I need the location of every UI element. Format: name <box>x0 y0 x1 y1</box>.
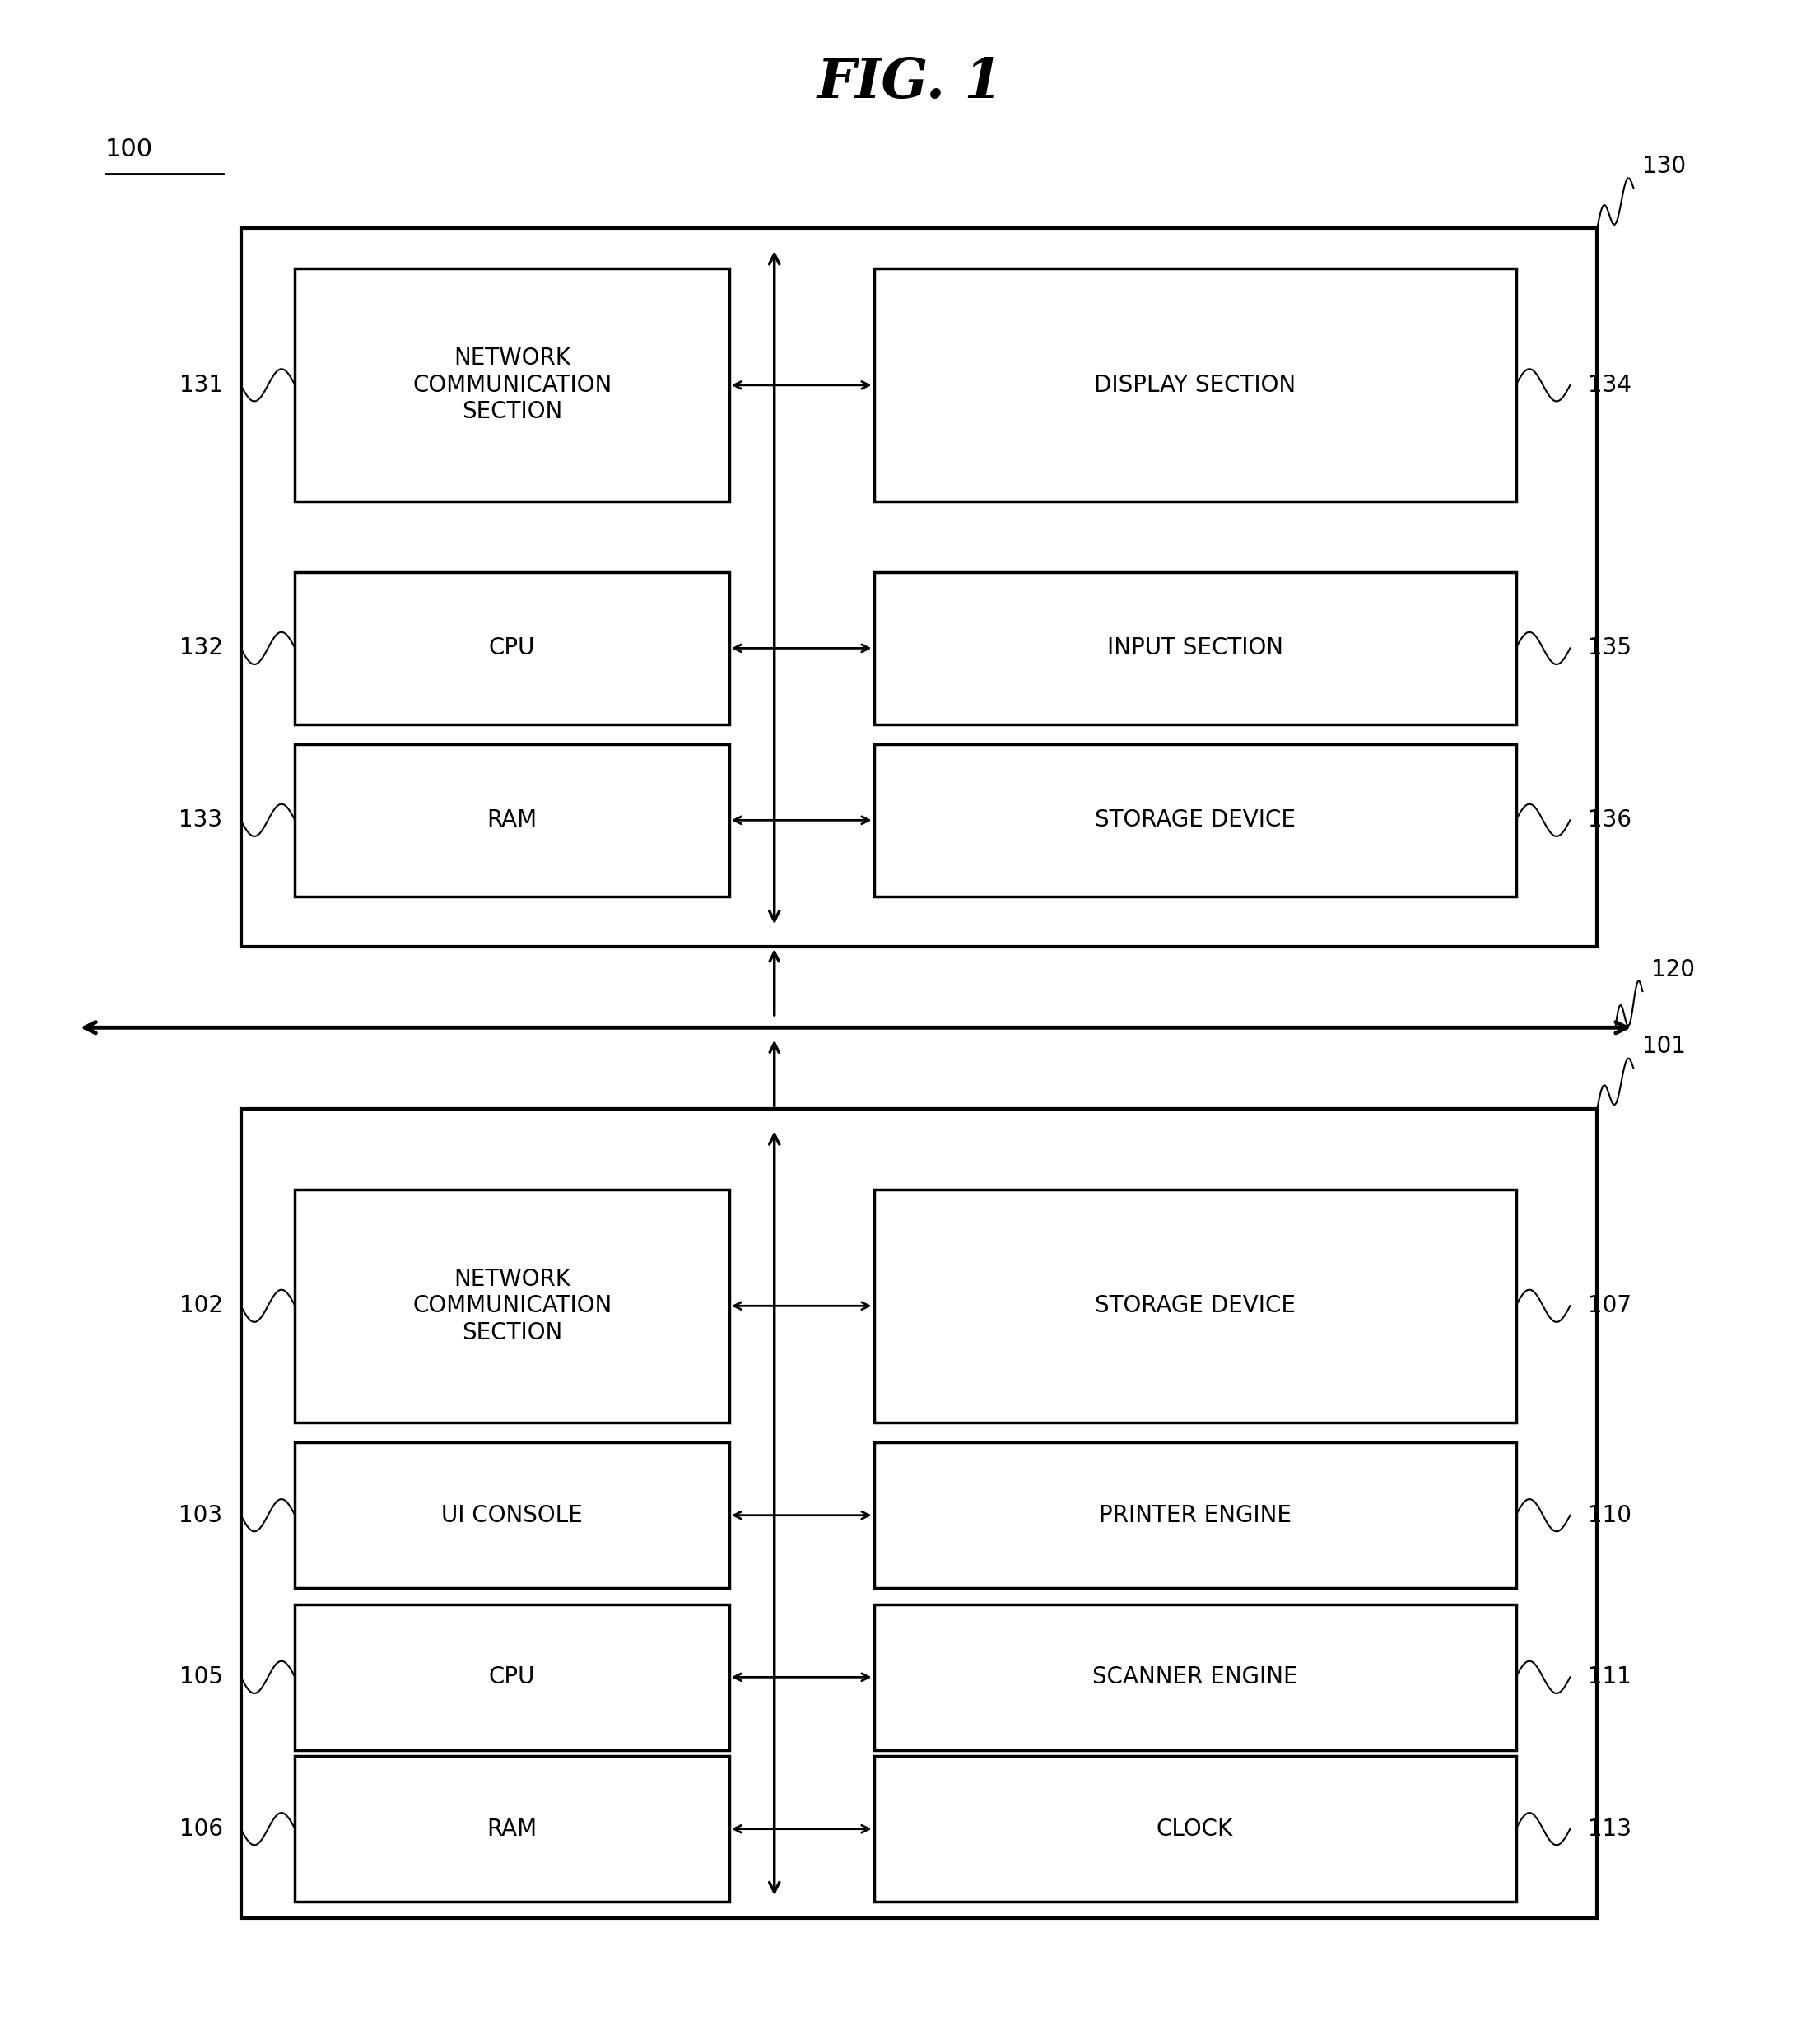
Text: 103: 103 <box>178 1504 222 1526</box>
Text: 120: 120 <box>1651 958 1694 981</box>
Text: 100: 100 <box>106 136 153 161</box>
Bar <box>295 269 730 501</box>
Bar <box>295 1190 730 1422</box>
Text: 110: 110 <box>1589 1504 1633 1526</box>
Text: 105: 105 <box>178 1667 222 1689</box>
Bar <box>874 1756 1516 1903</box>
Text: 131: 131 <box>178 374 222 397</box>
Bar <box>874 745 1516 895</box>
Text: RAM: RAM <box>488 1817 537 1840</box>
Text: 135: 135 <box>1589 637 1633 659</box>
Bar <box>295 1756 730 1903</box>
Text: FIG. 1: FIG. 1 <box>817 57 1003 110</box>
Text: 113: 113 <box>1589 1817 1633 1840</box>
Text: 132: 132 <box>178 637 222 659</box>
Text: 107: 107 <box>1589 1294 1633 1317</box>
Bar <box>240 228 1598 946</box>
Bar <box>874 1443 1516 1587</box>
Text: 136: 136 <box>1589 808 1633 832</box>
Text: NETWORK
COMMUNICATION
SECTION: NETWORK COMMUNICATION SECTION <box>413 346 612 423</box>
Text: RAM: RAM <box>488 808 537 832</box>
Bar <box>874 1604 1516 1750</box>
Bar <box>874 269 1516 501</box>
Text: DISPLAY SECTION: DISPLAY SECTION <box>1094 374 1296 397</box>
Bar <box>240 1109 1598 1917</box>
Text: 102: 102 <box>178 1294 222 1317</box>
Text: 111: 111 <box>1589 1667 1633 1689</box>
Text: UI CONSOLE: UI CONSOLE <box>442 1504 582 1526</box>
Bar <box>874 1190 1516 1422</box>
Text: STORAGE DEVICE: STORAGE DEVICE <box>1094 808 1296 832</box>
Text: INPUT SECTION: INPUT SECTION <box>1107 637 1283 659</box>
Text: 134: 134 <box>1589 374 1633 397</box>
Bar <box>295 1443 730 1587</box>
Text: 106: 106 <box>178 1817 222 1840</box>
Text: STORAGE DEVICE: STORAGE DEVICE <box>1094 1294 1296 1317</box>
Bar <box>295 745 730 895</box>
Text: CLOCK: CLOCK <box>1156 1817 1234 1840</box>
Bar <box>295 1604 730 1750</box>
Text: CPU: CPU <box>490 1667 535 1689</box>
Text: 130: 130 <box>1642 155 1685 177</box>
Bar <box>295 572 730 724</box>
Text: 101: 101 <box>1642 1036 1685 1058</box>
Text: PRINTER ENGINE: PRINTER ENGINE <box>1099 1504 1290 1526</box>
Text: CPU: CPU <box>490 637 535 659</box>
Text: NETWORK
COMMUNICATION
SECTION: NETWORK COMMUNICATION SECTION <box>413 1268 612 1343</box>
Text: 133: 133 <box>178 808 222 832</box>
Bar <box>874 572 1516 724</box>
Text: SCANNER ENGINE: SCANNER ENGINE <box>1092 1667 1298 1689</box>
